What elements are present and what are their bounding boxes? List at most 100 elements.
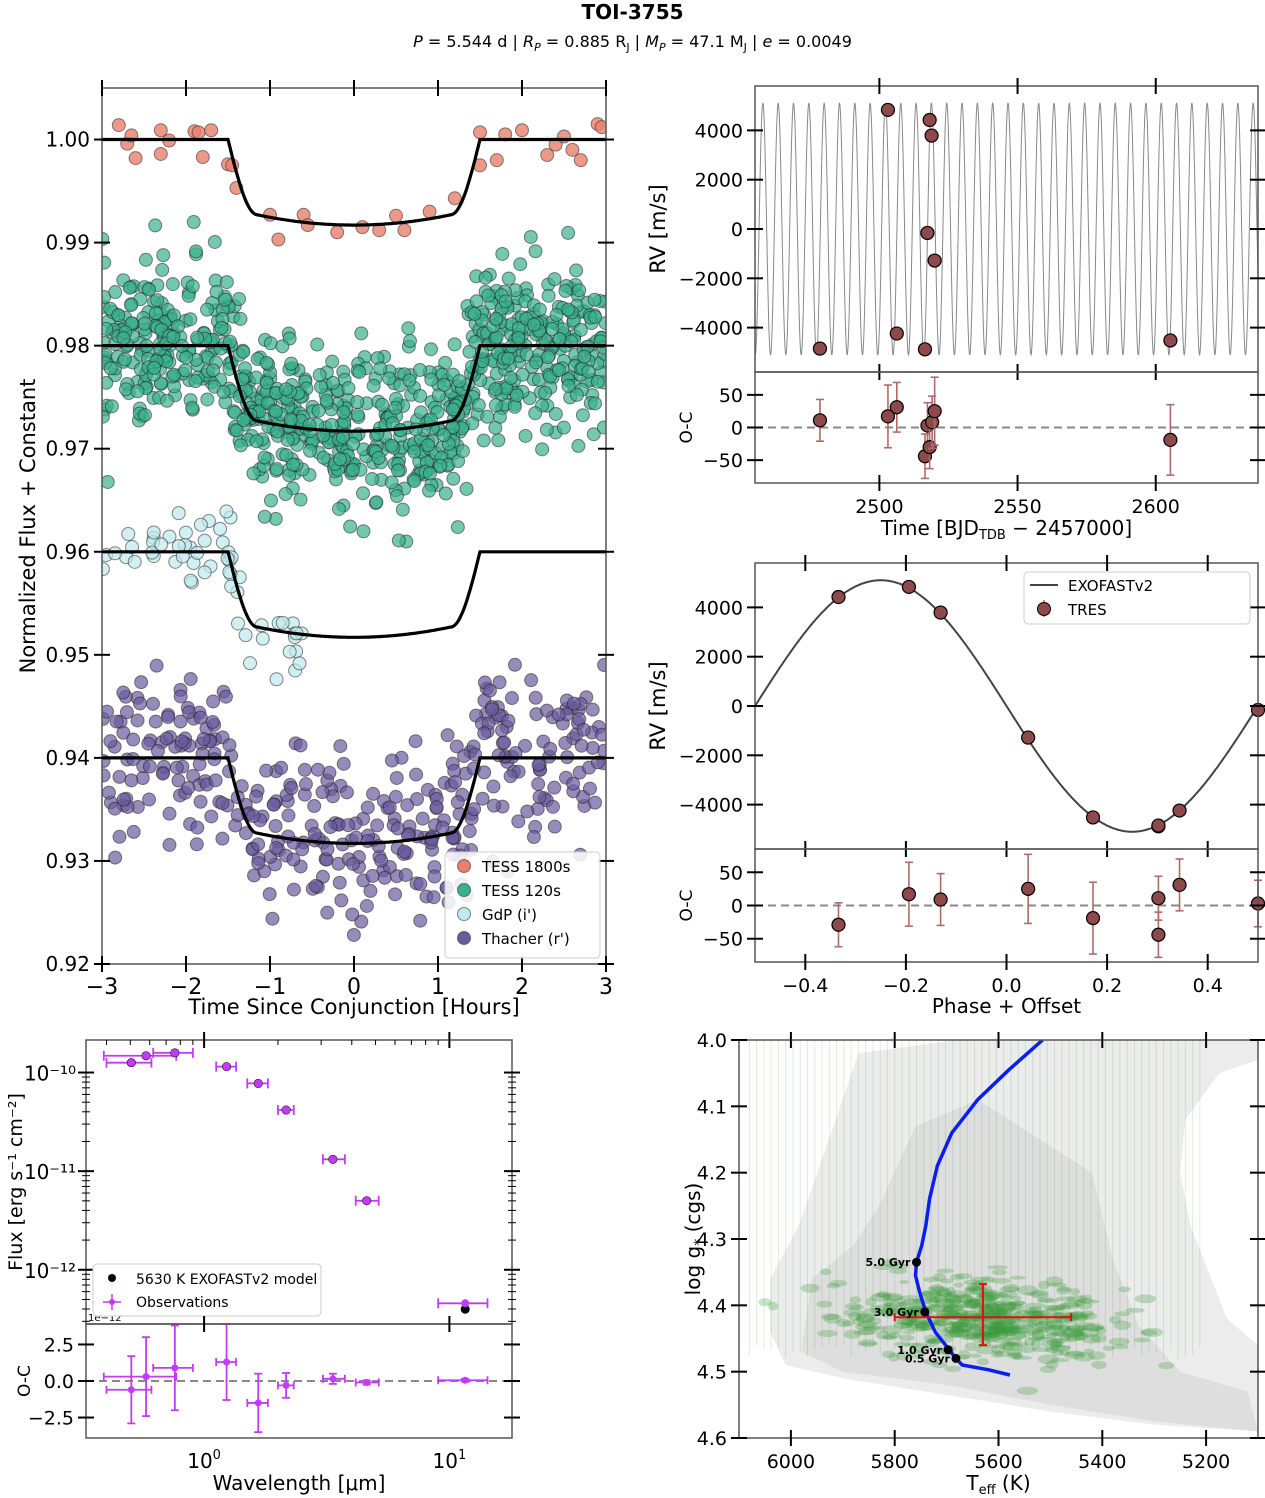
- subtitle-ecc: = 0.0049: [772, 32, 852, 51]
- hr-xtick-label: 5200: [1182, 1451, 1230, 1473]
- transit-point: [154, 537, 169, 552]
- posterior-sample: [1007, 1300, 1027, 1306]
- age-marker-label: 5.0 Gyr: [866, 1256, 912, 1269]
- hr-ytick-label: 4.5: [697, 1362, 727, 1384]
- transit-point: [216, 385, 231, 400]
- transit-point: [188, 374, 203, 389]
- transit-point: [171, 773, 186, 788]
- posterior-sample: [1158, 1362, 1175, 1370]
- posterior-sample: [1062, 1329, 1074, 1339]
- posterior-sample: [984, 1335, 996, 1344]
- posterior-sample: [924, 1295, 941, 1303]
- transit-point: [148, 218, 163, 233]
- rv-phase-oc-xtick-label: 0.0: [991, 975, 1021, 997]
- posterior-sample: [950, 1324, 972, 1334]
- posterior-sample: [909, 1342, 929, 1353]
- posterior-sample: [858, 1326, 878, 1336]
- transit-point: [426, 890, 441, 905]
- posterior-sample: [944, 1292, 959, 1300]
- transit-point: [320, 842, 335, 857]
- transit-model-line: [102, 344, 606, 433]
- transit-ytick-label: 0.93: [45, 849, 90, 873]
- posterior-sample: [1028, 1336, 1046, 1341]
- transit-point: [467, 802, 482, 817]
- posterior-sample: [910, 1327, 928, 1332]
- posterior-sample: [971, 1302, 991, 1313]
- transit-point: [413, 388, 428, 403]
- posterior-sample: [1064, 1351, 1086, 1360]
- residual-point: [901, 887, 917, 902]
- posterior-sample: [1054, 1345, 1072, 1350]
- transit-point: [149, 306, 164, 321]
- posterior-sample: [909, 1320, 927, 1326]
- legend-marker: [457, 883, 471, 897]
- posterior-sample: [1050, 1345, 1072, 1352]
- rv-phase-point: [933, 605, 948, 620]
- posterior-sample: [1091, 1360, 1107, 1370]
- transit-point: [332, 875, 347, 890]
- posterior-sample: [934, 1317, 953, 1327]
- posterior-sample: [985, 1304, 998, 1309]
- rv-model-line: [755, 102, 1258, 356]
- transit-point: [588, 396, 603, 411]
- transit-point: [518, 428, 533, 443]
- posterior-sample: [855, 1313, 876, 1324]
- transit-point: [360, 800, 375, 815]
- transit-point: [452, 374, 467, 389]
- transit-point: [390, 821, 405, 836]
- posterior-sample: [1009, 1275, 1026, 1280]
- transit-point: [238, 826, 253, 841]
- posterior-sample: [862, 1325, 881, 1332]
- transit-point: [179, 350, 194, 365]
- transit-point: [132, 696, 147, 711]
- posterior-sample: [999, 1286, 1020, 1293]
- sed-observation-point: [142, 1051, 151, 1060]
- transit-point: [486, 779, 501, 794]
- hr-ytick-label: 4.3: [697, 1229, 727, 1251]
- rv-point: [924, 128, 939, 143]
- posterior-sample: [980, 1275, 995, 1284]
- transit-point: [501, 351, 516, 366]
- transit-ytick-label: 0.97: [45, 437, 90, 461]
- sed-ytick-label: 10⁻¹²: [24, 1259, 76, 1283]
- posterior-sample: [1046, 1320, 1064, 1330]
- transit-point: [251, 856, 266, 871]
- posterior-sample: [970, 1276, 991, 1282]
- posterior-sample: [982, 1317, 995, 1323]
- posterior-sample: [849, 1304, 864, 1310]
- posterior-sample: [946, 1303, 960, 1309]
- posterior-sample: [946, 1320, 959, 1329]
- transit-point: [471, 398, 486, 413]
- sed-observation-point: [170, 1048, 179, 1057]
- posterior-sample: [955, 1319, 967, 1324]
- posterior-sample: [1004, 1337, 1023, 1344]
- posterior-sample: [949, 1309, 969, 1317]
- transit-point: [558, 283, 573, 298]
- rv-phase-ytick-label: −2000: [679, 745, 743, 767]
- transit-point: [219, 504, 234, 519]
- transit-point: [155, 262, 170, 277]
- posterior-sample: [1068, 1327, 1085, 1332]
- transit-point: [297, 762, 312, 777]
- transit-point: [162, 837, 177, 852]
- posterior-sample: [967, 1282, 978, 1292]
- series-tess-1800s: [111, 117, 606, 247]
- subtitle-radius: = 0.885 RJ |: [540, 32, 646, 55]
- transit-point: [365, 471, 380, 486]
- posterior-sample: [1069, 1288, 1081, 1296]
- transit-y-axis-label: Normalized Flux + Constant: [16, 379, 40, 674]
- transit-point: [102, 785, 116, 800]
- transit-point: [278, 486, 293, 501]
- transit-point: [455, 444, 470, 459]
- transit-point: [384, 753, 399, 768]
- transit-point: [571, 438, 586, 453]
- age-marker: [911, 1257, 921, 1267]
- posterior-sample: [908, 1350, 926, 1359]
- posterior-sample: [1063, 1327, 1078, 1337]
- transit-point: [391, 533, 406, 548]
- hr-ytick-label: 4.0: [697, 1030, 727, 1052]
- posterior-sample: [1009, 1325, 1026, 1331]
- text: − 2457000]: [1006, 516, 1132, 540]
- posterior-sample: [1050, 1340, 1061, 1351]
- rv-phase-point: [1021, 730, 1036, 745]
